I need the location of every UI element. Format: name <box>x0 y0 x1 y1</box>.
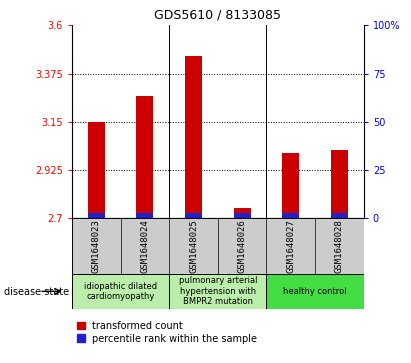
Bar <box>331 213 348 218</box>
Legend: transformed count, percentile rank within the sample: transformed count, percentile rank withi… <box>77 321 257 344</box>
Bar <box>185 213 202 218</box>
Bar <box>331 151 348 218</box>
Text: GSM1648025: GSM1648025 <box>189 219 198 273</box>
Text: healthy control: healthy control <box>283 287 347 296</box>
Bar <box>72 274 169 309</box>
Text: GSM1648028: GSM1648028 <box>335 219 344 273</box>
Text: GSM1648023: GSM1648023 <box>92 219 101 273</box>
Bar <box>282 152 299 218</box>
Text: disease state: disease state <box>4 287 69 297</box>
Text: pulmonary arterial
hypertension with
BMPR2 mutation: pulmonary arterial hypertension with BMP… <box>179 276 257 306</box>
Bar <box>233 213 251 218</box>
Bar <box>88 122 105 218</box>
Bar <box>282 213 299 218</box>
Bar <box>169 274 266 309</box>
Text: GSM1648026: GSM1648026 <box>238 219 247 273</box>
Text: idiopathic dilated
cardiomyopathy: idiopathic dilated cardiomyopathy <box>84 282 157 301</box>
Text: GSM1648024: GSM1648024 <box>141 219 149 273</box>
Bar <box>185 56 202 218</box>
Title: GDS5610 / 8133085: GDS5610 / 8133085 <box>154 8 282 21</box>
Bar <box>136 213 153 218</box>
Text: GSM1648027: GSM1648027 <box>286 219 295 273</box>
Bar <box>88 213 105 218</box>
Bar <box>233 208 251 218</box>
Bar <box>136 96 153 218</box>
Bar <box>266 274 364 309</box>
